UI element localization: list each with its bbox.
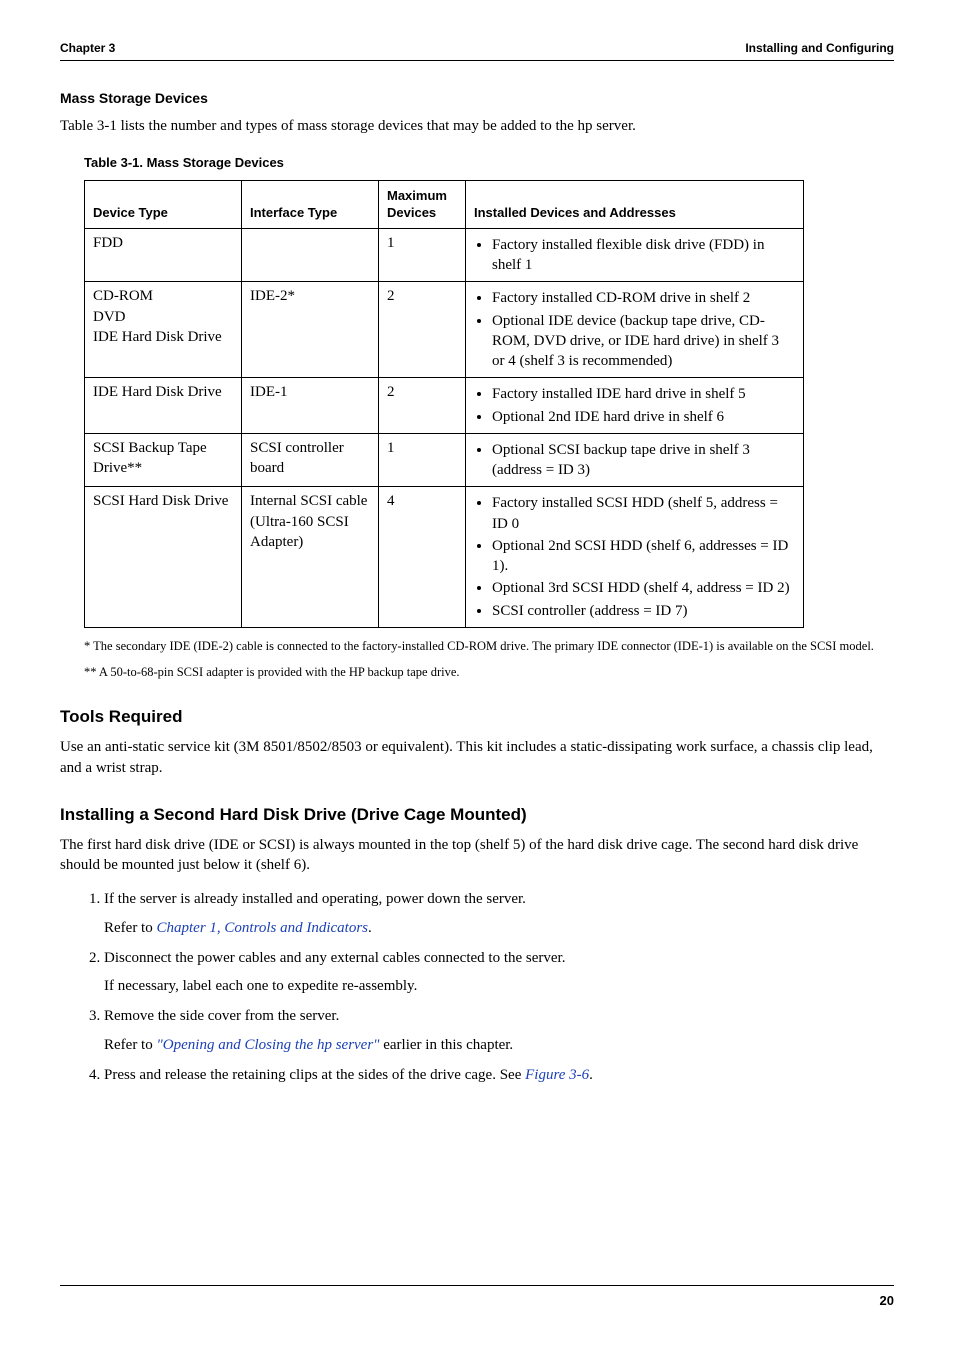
table-row: IDE Hard Disk Drive IDE-1 2 Factory inst… bbox=[85, 378, 804, 434]
table-row: SCSI Backup Tape Drive** SCSI controller… bbox=[85, 433, 804, 487]
step-sub: Refer to Chapter 1, Controls and Indicat… bbox=[104, 918, 894, 938]
step-4: Press and release the retaining clips at… bbox=[104, 1065, 894, 1085]
col-device-type: Device Type bbox=[85, 180, 242, 228]
step-1: If the server is already installed and o… bbox=[104, 889, 894, 938]
cell-installed: Optional SCSI backup tape drive in shelf… bbox=[466, 433, 804, 487]
tools-required-text: Use an anti-static service kit (3M 8501/… bbox=[60, 737, 894, 778]
page-number: 20 bbox=[880, 1293, 894, 1308]
col-installed: Installed Devices and Addresses bbox=[466, 180, 804, 228]
list-item: Optional 2nd SCSI HDD (shelf 6, addresse… bbox=[492, 536, 795, 577]
text: Press and release the retaining clips at… bbox=[104, 1067, 525, 1083]
mass-storage-intro: Table 3-1 lists the number and types of … bbox=[60, 116, 894, 136]
cell-device: SCSI Backup Tape Drive** bbox=[85, 433, 242, 487]
text: . bbox=[368, 920, 372, 936]
cell-iface bbox=[242, 228, 379, 282]
cell-iface: Internal SCSI cable (Ultra-160 SCSI Adap… bbox=[242, 487, 379, 628]
header-left: Chapter 3 bbox=[60, 40, 115, 56]
xref-figure-3-6[interactable]: Figure 3-6 bbox=[525, 1067, 589, 1083]
cell-installed: Factory installed CD-ROM drive in shelf … bbox=[466, 282, 804, 378]
list-item: Optional IDE device (backup tape drive, … bbox=[492, 311, 795, 372]
table-row: FDD 1 Factory installed flexible disk dr… bbox=[85, 228, 804, 282]
cell-max: 2 bbox=[379, 282, 466, 378]
cell-device: CD-ROM DVD IDE Hard Disk Drive bbox=[85, 282, 242, 378]
table-row: CD-ROM DVD IDE Hard Disk Drive IDE-2* 2 … bbox=[85, 282, 804, 378]
cell-iface: SCSI controller board bbox=[242, 433, 379, 487]
text: . bbox=[589, 1067, 593, 1083]
cell-max: 1 bbox=[379, 228, 466, 282]
list-item: SCSI controller (address = ID 7) bbox=[492, 601, 795, 621]
col-max-devices: Maximum Devices bbox=[379, 180, 466, 228]
install-steps: If the server is already installed and o… bbox=[84, 889, 894, 1085]
cell-iface: IDE-1 bbox=[242, 378, 379, 434]
list-item: Factory installed IDE hard drive in shel… bbox=[492, 384, 795, 404]
cell-installed: Factory installed flexible disk drive (F… bbox=[466, 228, 804, 282]
step-sub: If necessary, label each one to expedite… bbox=[104, 976, 894, 996]
step-sub: Refer to "Opening and Closing the hp ser… bbox=[104, 1035, 894, 1055]
cell-device: FDD bbox=[85, 228, 242, 282]
table-caption: Table 3-1. Mass Storage Devices bbox=[84, 154, 894, 172]
text: earlier in this chapter. bbox=[379, 1037, 513, 1053]
table-header-row: Device Type Interface Type Maximum Devic… bbox=[85, 180, 804, 228]
page-header: Chapter 3 Installing and Configuring bbox=[60, 40, 894, 61]
page-footer: 20 bbox=[60, 1285, 894, 1310]
list-item: Optional 2nd IDE hard drive in shelf 6 bbox=[492, 407, 795, 427]
table-row: SCSI Hard Disk Drive Internal SCSI cable… bbox=[85, 487, 804, 628]
step-text: Disconnect the power cables and any exte… bbox=[104, 950, 565, 966]
header-right: Installing and Configuring bbox=[745, 40, 894, 56]
install-intro: The first hard disk drive (IDE or SCSI) … bbox=[60, 835, 894, 876]
cell-iface: IDE-2* bbox=[242, 282, 379, 378]
step-text: Remove the side cover from the server. bbox=[104, 1008, 339, 1024]
list-item: Factory installed CD-ROM drive in shelf … bbox=[492, 288, 795, 308]
cell-max: 2 bbox=[379, 378, 466, 434]
step-2: Disconnect the power cables and any exte… bbox=[104, 948, 894, 997]
xref-opening-closing[interactable]: "Opening and Closing the hp server" bbox=[156, 1037, 379, 1053]
list-item: Optional SCSI backup tape drive in shelf… bbox=[492, 440, 795, 481]
cell-device: IDE Hard Disk Drive bbox=[85, 378, 242, 434]
list-item: Factory installed SCSI HDD (shelf 5, add… bbox=[492, 493, 795, 534]
footnote-1: * The secondary IDE (IDE-2) cable is con… bbox=[84, 638, 894, 654]
list-item: Optional 3rd SCSI HDD (shelf 4, address … bbox=[492, 578, 795, 598]
xref-chapter-1[interactable]: Chapter 1, Controls and Indicators bbox=[156, 920, 368, 936]
footnote-2: ** A 50-to-68-pin SCSI adapter is provid… bbox=[84, 664, 894, 680]
cell-device: SCSI Hard Disk Drive bbox=[85, 487, 242, 628]
cell-installed: Factory installed IDE hard drive in shel… bbox=[466, 378, 804, 434]
tools-required-heading: Tools Required bbox=[60, 706, 894, 729]
text: Refer to bbox=[104, 920, 156, 936]
mass-storage-heading: Mass Storage Devices bbox=[60, 89, 894, 108]
step-text: If the server is already installed and o… bbox=[104, 891, 526, 907]
cell-installed: Factory installed SCSI HDD (shelf 5, add… bbox=[466, 487, 804, 628]
col-interface-type: Interface Type bbox=[242, 180, 379, 228]
cell-max: 4 bbox=[379, 487, 466, 628]
install-heading: Installing a Second Hard Disk Drive (Dri… bbox=[60, 804, 894, 827]
step-3: Remove the side cover from the server. R… bbox=[104, 1006, 894, 1055]
text: Refer to bbox=[104, 1037, 156, 1053]
cell-max: 1 bbox=[379, 433, 466, 487]
mass-storage-table: Device Type Interface Type Maximum Devic… bbox=[84, 180, 804, 628]
list-item: Factory installed flexible disk drive (F… bbox=[492, 235, 795, 276]
